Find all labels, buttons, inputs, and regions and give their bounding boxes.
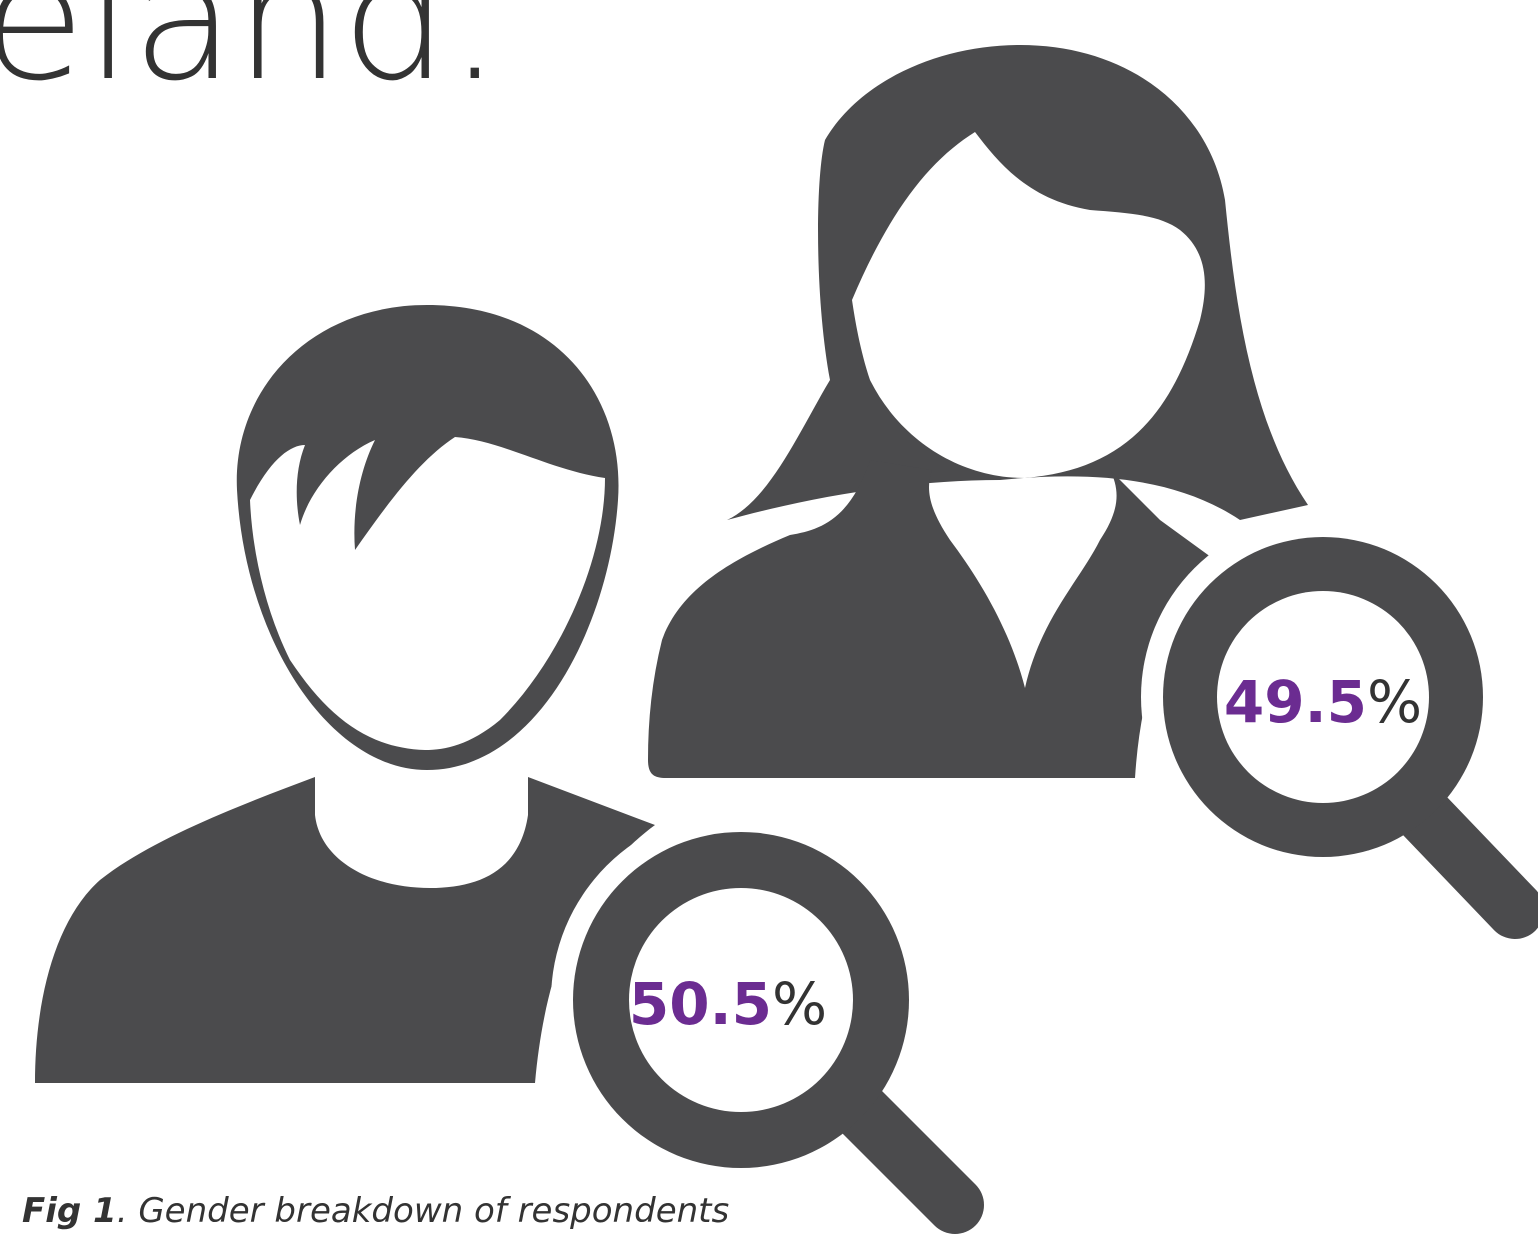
caption: Fig 1. Gender breakdown of respondents — [22, 1191, 729, 1231]
percentage: 49.5% — [1224, 668, 1422, 736]
percentage-value: 49.5 — [1224, 668, 1367, 736]
percentage-unit: % — [772, 970, 827, 1038]
percentage: 50.5% — [629, 970, 827, 1038]
magnifier-man: 50.5% — [551, 810, 955, 1205]
caption-text: . Gender breakdown of respondents — [117, 1191, 729, 1231]
heading: eland. — [0, 0, 502, 118]
magnifier-woman: 49.5% — [1141, 515, 1515, 910]
infographic: eland. 49.5% 50.5% Fig 1. Gender breakdo… — [0, 0, 1538, 1241]
page: eland. 49.5% 50.5% Fig 1. Gender breakdo… — [0, 0, 1538, 1241]
percentage-unit: % — [1367, 668, 1422, 736]
percentage-value: 50.5 — [629, 970, 772, 1038]
caption-label: Fig 1 — [22, 1191, 117, 1231]
